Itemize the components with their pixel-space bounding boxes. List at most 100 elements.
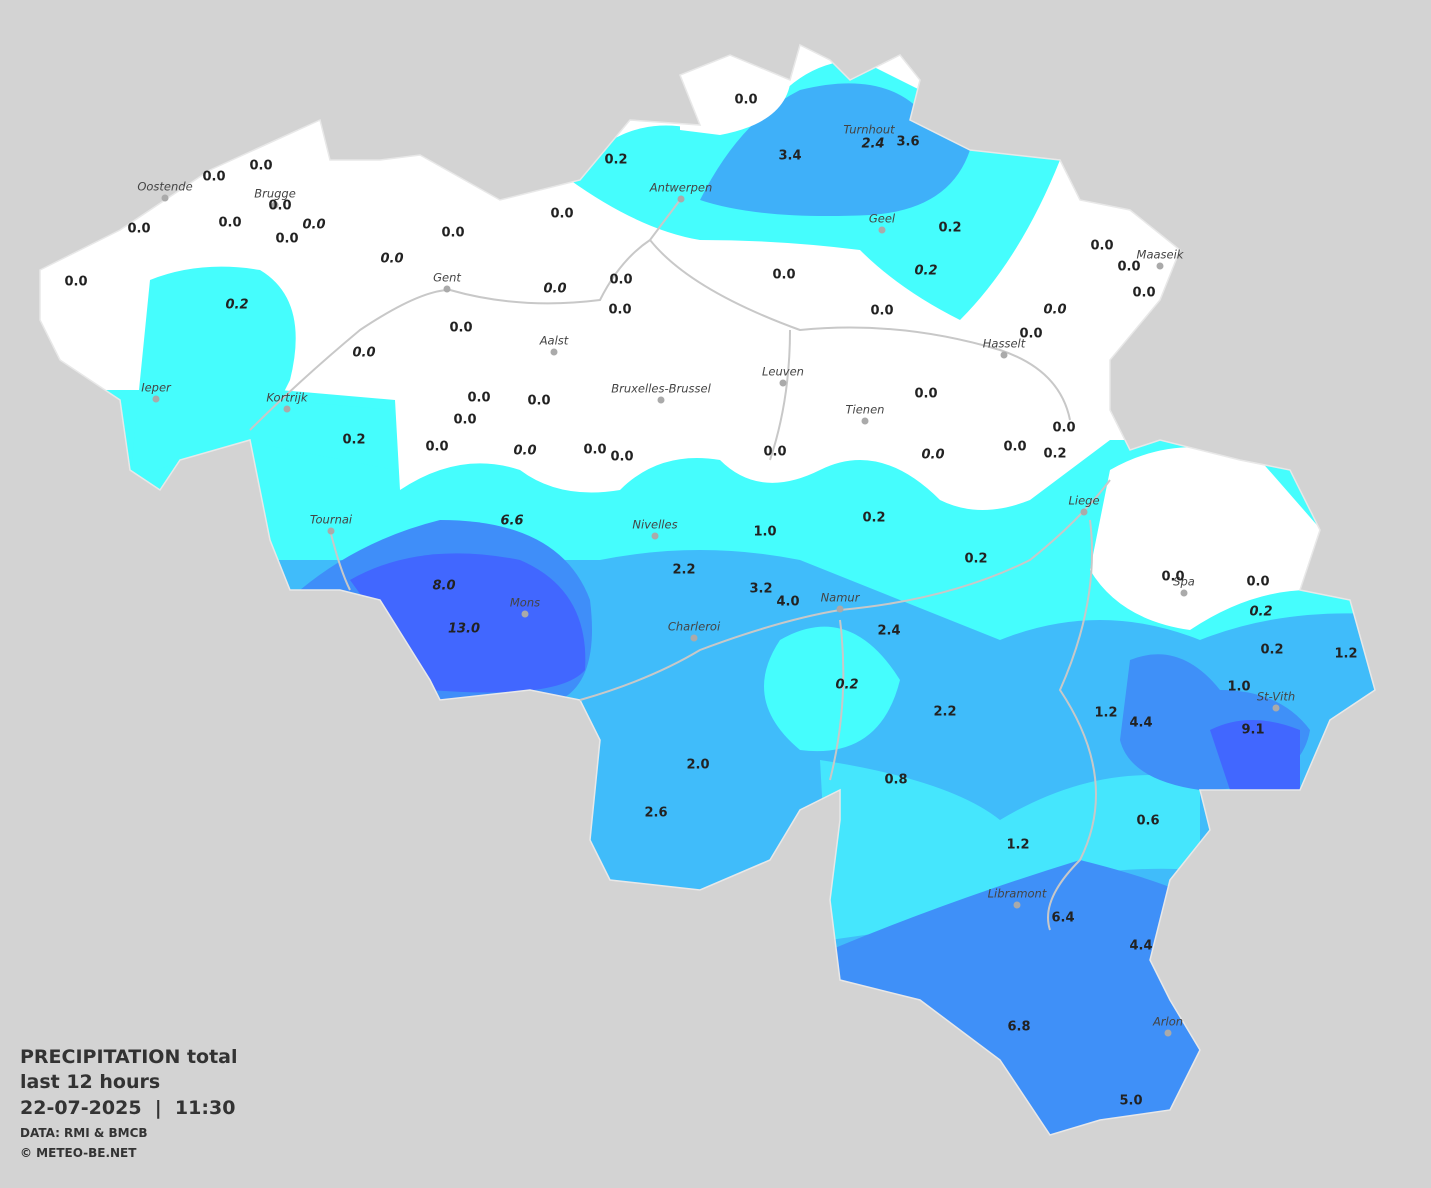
city-dot xyxy=(1164,1029,1172,1037)
station-value: 2.6 xyxy=(644,806,667,821)
city-label: Maaseik xyxy=(1137,248,1185,262)
legend-source: DATA: RMI & BMCB xyxy=(20,1126,148,1140)
station-value: 9.1 xyxy=(1241,723,1264,738)
station-value: 4.4 xyxy=(1129,716,1152,731)
station-value: 1.2 xyxy=(1006,838,1029,853)
station-value: 0.0 xyxy=(1117,260,1140,275)
station-value: 0.0 xyxy=(870,304,893,319)
city-dot xyxy=(1272,704,1280,712)
station-value: 0.0 xyxy=(550,207,573,222)
station-value: 0.0 xyxy=(202,170,225,185)
city-label: Aalst xyxy=(539,334,569,348)
city-label: Liege xyxy=(1068,494,1099,508)
city-label: Nivelles xyxy=(632,518,677,532)
city-label: Antwerpen xyxy=(649,181,713,195)
station-value: 0.2 xyxy=(938,221,961,236)
station-value: 0.0 xyxy=(380,252,403,267)
station-value: 0.0 xyxy=(218,216,241,231)
station-value: 0.0 xyxy=(1132,286,1155,301)
station-value: 0.8 xyxy=(884,773,907,788)
station-value: 3.2 xyxy=(749,582,772,597)
city-dot xyxy=(1156,262,1164,270)
city-label: St-Vith xyxy=(1257,690,1295,704)
station-value: 0.2 xyxy=(862,511,885,526)
station-value: 0.6 xyxy=(1136,814,1159,829)
station-value: 0.0 xyxy=(583,443,606,458)
station-value: 0.0 xyxy=(772,268,795,283)
city-label: Libramont xyxy=(988,887,1047,901)
station-value: 0.2 xyxy=(1043,447,1066,462)
station-value: 0.0 xyxy=(441,226,464,241)
city-label: Oostende xyxy=(137,180,192,194)
station-value: 13.0 xyxy=(448,622,480,637)
station-value: 2.4 xyxy=(861,137,884,152)
station-value: 0.2 xyxy=(835,678,858,693)
city-label: Leuven xyxy=(762,365,804,379)
city-label: Charleroi xyxy=(668,620,721,634)
city-dot xyxy=(161,194,169,202)
station-value: 0.2 xyxy=(1249,605,1272,620)
station-value: 0.0 xyxy=(453,413,476,428)
station-value: 2.2 xyxy=(672,563,695,578)
station-value: 4.0 xyxy=(776,595,799,610)
station-value: 0.0 xyxy=(467,391,490,406)
legend-copyright: © METEO-BE.NET xyxy=(20,1146,137,1160)
city-label: Namur xyxy=(821,591,861,605)
station-value: 0.0 xyxy=(1246,575,1269,590)
station-value: 0.0 xyxy=(127,222,150,237)
station-value: 0.2 xyxy=(225,298,248,313)
station-value: 0.0 xyxy=(1043,303,1066,318)
city-dot xyxy=(271,201,279,209)
city-dot xyxy=(550,348,558,356)
station-value: 0.0 xyxy=(921,448,944,463)
station-value: 0.0 xyxy=(275,232,298,247)
city-label: Geel xyxy=(869,212,896,226)
station-value: 1.0 xyxy=(1227,680,1250,695)
station-value: 0.0 xyxy=(1052,421,1075,436)
station-value: 3.4 xyxy=(778,149,801,164)
station-value: 4.4 xyxy=(1129,939,1152,954)
city-label: Bruxelles-Brussel xyxy=(611,382,711,396)
station-value: 8.0 xyxy=(432,579,455,594)
city-label: Gent xyxy=(433,271,461,285)
station-value: 0.0 xyxy=(763,445,786,460)
station-value: 6.4 xyxy=(1051,911,1074,926)
station-value: 0.0 xyxy=(914,387,937,402)
city-label: Tournai xyxy=(310,513,353,527)
city-dot xyxy=(690,634,698,642)
station-value: 0.0 xyxy=(609,273,632,288)
city-dot xyxy=(283,405,291,413)
station-value: 3.6 xyxy=(896,135,919,150)
station-value: 0.2 xyxy=(604,153,627,168)
station-value: 0.0 xyxy=(1019,327,1042,342)
station-value: 0.0 xyxy=(249,159,272,174)
city-label: Kortrijk xyxy=(266,391,309,405)
city-dot xyxy=(521,610,529,618)
station-value: 6.8 xyxy=(1007,1020,1030,1035)
city-dot xyxy=(878,226,886,234)
city-label: Turnhout xyxy=(843,123,895,137)
station-value: 1.2 xyxy=(1094,706,1117,721)
station-value: 0.0 xyxy=(1090,239,1113,254)
station-value: 5.0 xyxy=(1119,1094,1142,1109)
legend-period: last 12 hours xyxy=(20,1071,161,1093)
station-value: 2.0 xyxy=(686,758,709,773)
station-value: 0.0 xyxy=(352,346,375,361)
city-dot xyxy=(657,396,665,404)
station-value: 1.0 xyxy=(753,525,776,540)
station-value: 0.0 xyxy=(302,218,325,233)
station-value: 0.0 xyxy=(513,444,536,459)
city-dot xyxy=(1080,508,1088,516)
station-value: 0.2 xyxy=(964,552,987,567)
city-dot xyxy=(1013,901,1021,909)
city-label: Mons xyxy=(510,596,540,610)
station-value: 0.0 xyxy=(1161,570,1184,585)
station-value: 2.4 xyxy=(877,624,900,639)
legend-title: PRECIPITATION total xyxy=(20,1046,238,1068)
station-value: 0.0 xyxy=(527,394,550,409)
city-label: Ieper xyxy=(141,381,172,395)
city-dot xyxy=(651,532,659,540)
station-value: 0.2 xyxy=(1260,643,1283,658)
